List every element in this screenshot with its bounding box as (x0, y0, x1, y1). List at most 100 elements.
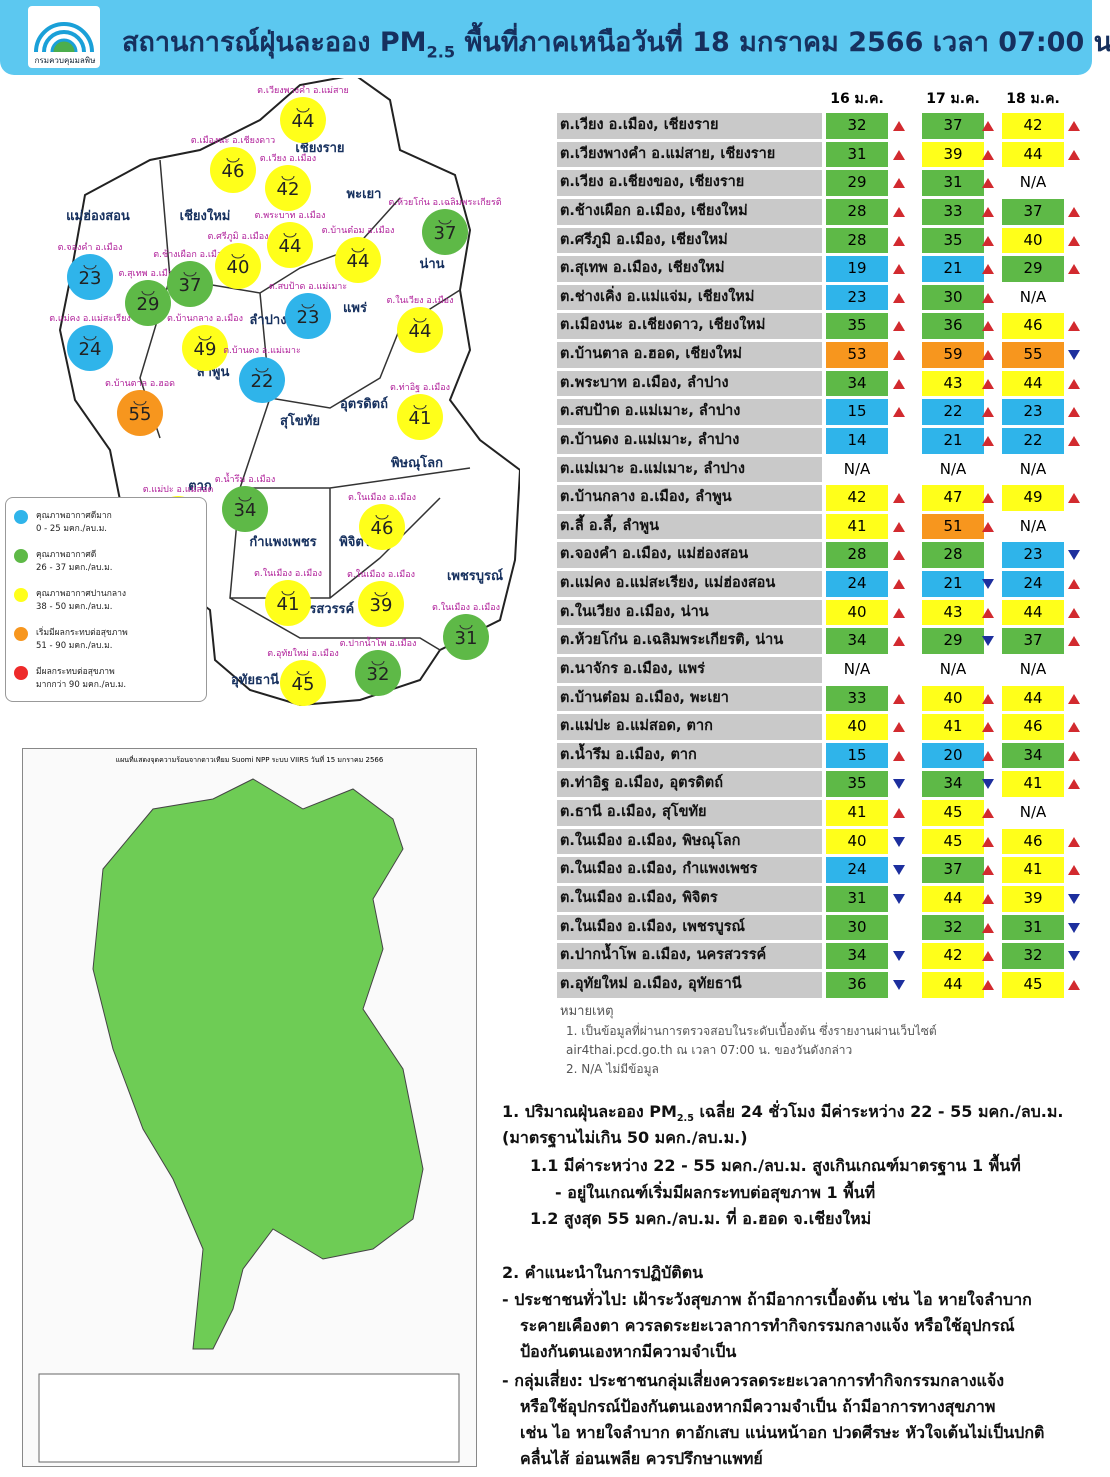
aqi-bubble (397, 394, 443, 440)
trend-up (893, 149, 905, 160)
aqi-bubble (167, 261, 213, 307)
station-cell: ต.สุเทพ อ.เมือง, เชียงใหม่ (557, 256, 822, 282)
aqi-bubble (358, 581, 404, 627)
smile (238, 496, 252, 502)
trend-up (982, 321, 994, 332)
summary-text: - กลุ่มเสี่ยง: ประชาชนกลุ่มเสี่ยงควรลดระ… (502, 1371, 1005, 1390)
smile (198, 335, 212, 341)
trend-down (893, 779, 905, 790)
summary-line: 1.2 สูงสุด 55 มคก./ลบ.ม. ที่ อ.ฮอด จ.เชี… (530, 1207, 871, 1232)
trend-up (982, 350, 994, 361)
station-label: ต.สุเทพ อ.เมือง (118, 268, 177, 279)
legend-range: 0 - 25 มคก./ลบ.ม. (36, 524, 108, 534)
trend-up (982, 121, 994, 131)
value-cell: 44 (1002, 370, 1064, 397)
trend-up (1068, 149, 1080, 160)
value-cell: 41 (922, 714, 984, 740)
bubble-value: 37 (434, 223, 457, 244)
smile (255, 367, 269, 373)
value-cell: N/A (1002, 456, 1064, 483)
summary-text: (มาตรฐานไม่เกิน 50 มคก./ลบ.ม.) (502, 1128, 748, 1147)
aqi-bubble (265, 165, 311, 211)
value-cell: 34 (826, 370, 888, 397)
value-cell: 19 (826, 256, 888, 282)
trend-up (1068, 636, 1080, 647)
value-cell: 40 (826, 599, 888, 626)
station-label: ต.อุทัยใหม่ อ.เมือง (267, 648, 339, 659)
station-cell: ต.ศรีภูมิ อ.เมือง, เชียงใหม่ (557, 227, 822, 254)
value-cell: 31 (826, 886, 888, 912)
value-cell: 40 (1002, 227, 1064, 254)
value-cell: 43 (922, 599, 984, 626)
province-name: สุโขทัย (280, 412, 320, 429)
trend-up (893, 521, 905, 532)
legend-swatch (14, 549, 28, 563)
value-cell: 28 (826, 227, 888, 254)
trend-up (1068, 779, 1080, 790)
satellite-title: แผนที่แสดงจุดความร้อนจากดาวเทียม Suomi N… (115, 756, 384, 764)
value-cell: 24 (1002, 571, 1064, 597)
value-cell: 46 (1002, 313, 1064, 340)
summary-text: - อยู่ในเกณฑ์เริ่มมีผลกระทบต่อสุขภาพ 1 พ… (555, 1183, 876, 1202)
value-cell: 29 (922, 628, 984, 654)
smile (141, 290, 155, 296)
value-cell: 15 (826, 399, 888, 425)
value-cell: 23 (1002, 399, 1064, 425)
smile (226, 157, 240, 163)
value-cell: 33 (922, 198, 984, 225)
smile (375, 514, 389, 520)
value-cell: 41 (1002, 771, 1064, 798)
value-cell: 30 (826, 914, 888, 941)
value-cell: 35 (826, 313, 888, 340)
aqi-bubble (443, 614, 489, 660)
smile (183, 271, 197, 277)
note-line: 2. N/A ไม่มีข้อมูล (566, 1062, 659, 1076)
station-cell: ต.เวียงพางคำ อ.แม่สาย, เชียงราย (557, 141, 822, 168)
value-cell: 34 (922, 771, 984, 798)
value-cell: 23 (826, 284, 888, 311)
trend-up (893, 378, 905, 389)
summary-text: เฉลี่ย 24 ชั่วโมง มีค่าระหว่าง 22 - 55 ม… (693, 1102, 1064, 1121)
station-cell: ต.น้ำรึม อ.เมือง, ตาก (557, 742, 822, 769)
value-cell: 22 (1002, 427, 1064, 454)
value-cell: 21 (922, 256, 984, 282)
value-cell: 34 (1002, 742, 1064, 769)
province-name: กำแพงเพชร (249, 534, 316, 550)
station-label: ต.ในเมือง อ.เมือง (254, 568, 322, 579)
notes-title: หมายเหตุ (560, 1004, 614, 1019)
trend-up (982, 894, 994, 904)
value-cell: 31 (826, 141, 888, 168)
title-subscript: 2.5 (426, 42, 456, 62)
forest-area (92, 778, 424, 1350)
value-cell: 21 (922, 427, 984, 454)
station-label: ต.จองคำ อ.เมือง (58, 242, 123, 253)
smile (351, 247, 365, 253)
station-cell: ต.เมืองนะ อ.เชียงดาว, เชียงใหม่ (557, 313, 822, 340)
trend-up (1068, 750, 1080, 761)
note-line: air4thai.pcd.go.th ณ เวลา 07:00 น. ของวั… (566, 1043, 853, 1057)
station-label: ต.เมืองนะ อ.เชียงดาว (191, 135, 275, 146)
trend-up (982, 922, 994, 933)
summary-text: - ประชาชนทั่วไป: เฝ้าระวังสุขภาพ ถ้ามีอา… (502, 1290, 1032, 1309)
summary-text: 2. คำแนะนำในการปฏิบัติตน (502, 1263, 704, 1282)
station-label: ต.ในเมือง อ.เมือง (432, 602, 500, 613)
province-name: เพชรบูรณ์ (447, 568, 503, 584)
trend-down (1068, 951, 1080, 962)
trend-up (1068, 836, 1080, 847)
value-cell: N/A (1002, 800, 1064, 826)
value-cell: N/A (1002, 656, 1064, 683)
value-cell: 49 (1002, 485, 1064, 511)
smile (83, 264, 97, 270)
value-cell: 35 (922, 227, 984, 254)
province-name: อุตรดิตถ์ (340, 396, 388, 412)
value-cell: 44 (922, 886, 984, 912)
legend-label: เริ่มมีผลกระทบต่อสุขภาพ (36, 628, 128, 638)
aqi-bubble (422, 209, 468, 255)
station-cell: ต.ปากน้ำโพ อ.เมือง, นครสวรรค์ (557, 943, 822, 969)
trend-up (1068, 693, 1080, 704)
value-cell: 53 (826, 342, 888, 368)
aqi-bubble (67, 254, 113, 300)
trend-up (893, 636, 905, 647)
trend-up (893, 206, 905, 217)
value-cell: 44 (1002, 141, 1064, 168)
